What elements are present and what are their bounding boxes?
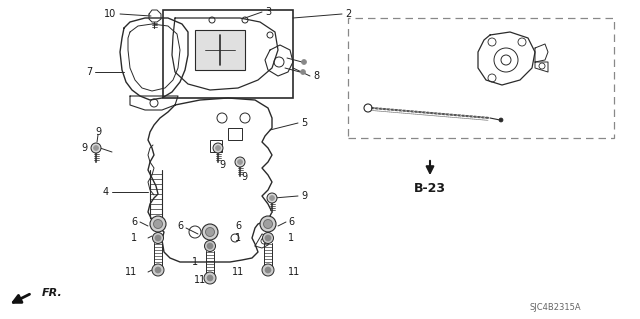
Text: 6: 6 — [288, 217, 294, 227]
Text: 6: 6 — [235, 221, 241, 231]
Text: 1: 1 — [288, 233, 294, 243]
Circle shape — [265, 235, 271, 241]
Circle shape — [269, 196, 275, 201]
Text: 5: 5 — [301, 118, 307, 128]
Text: 6: 6 — [131, 217, 137, 227]
Text: 6: 6 — [177, 221, 183, 231]
Text: SJC4B2315A: SJC4B2315A — [530, 303, 582, 313]
Circle shape — [91, 143, 101, 153]
Text: 1: 1 — [131, 233, 137, 243]
Circle shape — [155, 235, 161, 241]
Circle shape — [237, 160, 243, 165]
Bar — [228, 128, 242, 140]
Circle shape — [150, 216, 166, 232]
Circle shape — [260, 216, 276, 232]
Text: 7: 7 — [86, 67, 92, 77]
Text: B-23: B-23 — [414, 182, 446, 195]
Circle shape — [205, 227, 214, 236]
Circle shape — [155, 267, 161, 273]
Circle shape — [152, 264, 164, 276]
Circle shape — [204, 272, 216, 284]
Circle shape — [93, 145, 99, 151]
Text: 1: 1 — [235, 233, 241, 243]
Circle shape — [499, 118, 503, 122]
Text: 11: 11 — [288, 267, 300, 277]
Bar — [348, 18, 614, 138]
Text: 8: 8 — [313, 71, 319, 81]
Text: 4: 4 — [103, 187, 109, 197]
Text: 10: 10 — [104, 9, 116, 19]
Circle shape — [262, 233, 273, 243]
Circle shape — [262, 264, 274, 276]
Text: 9: 9 — [241, 172, 247, 182]
Circle shape — [205, 241, 216, 251]
Circle shape — [264, 219, 273, 228]
Text: 11: 11 — [125, 267, 137, 277]
Circle shape — [301, 60, 307, 64]
Text: 11: 11 — [194, 275, 206, 285]
Text: 2: 2 — [345, 9, 351, 19]
Circle shape — [207, 243, 213, 249]
Text: 1: 1 — [192, 257, 198, 267]
Text: 9: 9 — [301, 191, 307, 201]
Text: 9: 9 — [81, 143, 87, 153]
Bar — [163, 10, 293, 98]
Circle shape — [207, 275, 213, 281]
Text: FR.: FR. — [42, 288, 63, 298]
Circle shape — [267, 193, 277, 203]
Bar — [210, 140, 222, 152]
Circle shape — [301, 70, 305, 75]
Text: 9: 9 — [219, 160, 225, 170]
Text: 9: 9 — [95, 127, 101, 137]
Circle shape — [235, 157, 245, 167]
Circle shape — [202, 224, 218, 240]
Circle shape — [152, 233, 163, 243]
Circle shape — [213, 143, 223, 153]
Text: 3: 3 — [265, 7, 271, 17]
Bar — [195, 30, 245, 70]
Circle shape — [216, 145, 221, 151]
Circle shape — [265, 267, 271, 273]
Circle shape — [154, 219, 163, 228]
Text: 11: 11 — [232, 267, 244, 277]
